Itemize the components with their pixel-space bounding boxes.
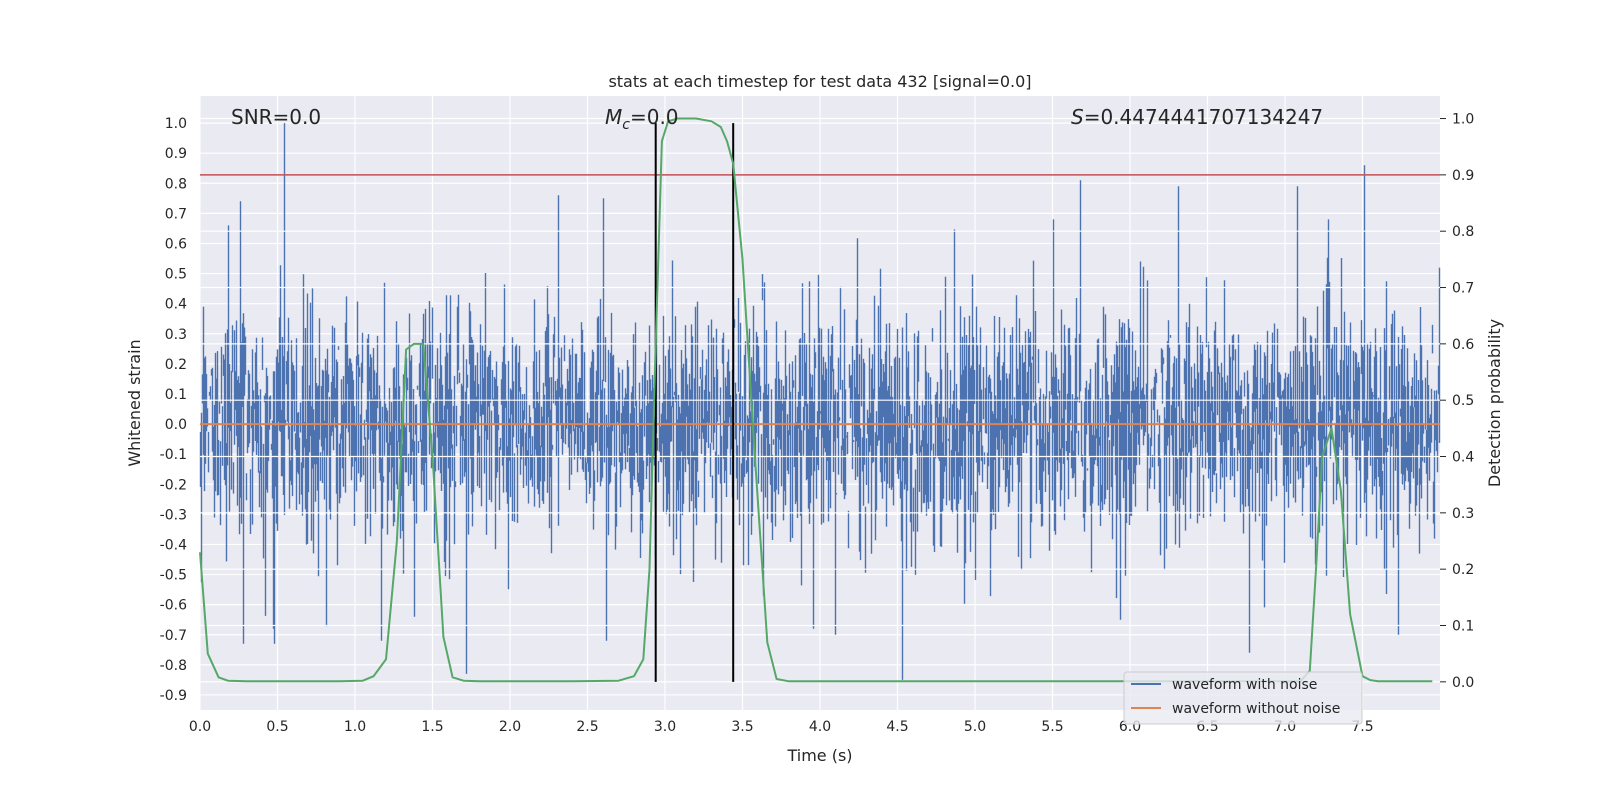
axes-layer: 0.0 0.5 1.0 1.5 2.0 2.5 3.0 3.5 4.0 4.5 5.0 5.5 6.0 6… [160,112,1475,735]
y-tick-label-right: 0.6 [1452,337,1474,353]
y-tick-label-right: 0.8 [1452,224,1474,240]
y-tick-label-right: 0.7 [1452,281,1474,297]
y-tick-label-left: 0.0 [165,417,187,433]
legend: waveform with noise waveform without noi… [1123,671,1363,725]
y-tick-label-left: -0.5 [160,568,187,584]
y-tick-label-right: 1.0 [1452,112,1474,128]
legend-label-noise: waveform with noise [1172,677,1317,693]
s-symbol: S [1071,105,1084,129]
x-tick-label: 1.0 [344,719,366,735]
y-tick-label-left: 0.4 [165,297,187,313]
s-value: =0.4474441707134247 [1084,105,1323,129]
y-tick-label-right: 0.9 [1452,168,1474,184]
y-tick-label-left: 0.3 [165,327,187,343]
y-tick-label-left: -0.7 [160,628,187,644]
y-tick-label-left: -0.4 [160,537,187,553]
x-tick-label: 2.5 [576,719,598,735]
y-tick-label-left: -0.1 [160,447,187,463]
y-tick-label-left: 0.9 [165,146,187,162]
x-axis-label: Time (s) [786,746,852,765]
y-tick-label-left: 0.7 [165,206,187,222]
x-tick-label: 0.0 [189,719,211,735]
y-tick-label-left: 0.2 [165,357,187,373]
y-tick-label-right: 0.3 [1452,506,1474,522]
y-tick-label-right: 0.0 [1452,675,1474,691]
y-tick-label-left: -0.6 [160,598,187,614]
x-tick-label: 3.5 [731,719,753,735]
s-annotation: S=0.4474441707134247 [1071,105,1323,129]
mc-sub: c [622,117,630,133]
y-tick-label-left: -0.9 [160,688,187,704]
y-tick-label-right: 0.5 [1452,393,1474,409]
x-tick-label: 2.0 [499,719,521,735]
legend-label-clean: waveform without noise [1172,701,1340,717]
y-tick-label-right: 0.2 [1452,562,1474,578]
x-tick-label: 4.5 [886,719,908,735]
lines-layer [199,117,1440,683]
series-detection-probability [199,117,1433,683]
x-tick-label: 5.5 [1041,719,1063,735]
x-tick-label: 3.0 [654,719,676,735]
y-tick-label-right: 0.1 [1452,619,1474,635]
y-tick-label-left: -0.2 [160,477,187,493]
x-tick-label: 4.0 [809,719,831,735]
mc-value: =0.0 [630,105,679,129]
y-tick-label-left: 1.0 [165,116,187,132]
snr-annotation: SNR=0.0 [231,105,321,129]
y-tick-label-left: 0.6 [165,236,187,252]
mc-annotation: Mc=0.0 [605,105,679,133]
legend-box [1123,671,1363,725]
y-axis-label-right: Detection probability [1485,319,1504,487]
chart-title: stats at each timestep for test data 432… [608,72,1031,91]
y-tick-label-left: 0.8 [165,176,187,192]
y-tick-label-left: -0.8 [160,658,187,674]
mc-symbol: M [605,105,622,129]
y-tick-label-left: 0.1 [165,387,187,403]
y-tick-label-left: -0.3 [160,507,187,523]
x-tick-label: 1.5 [421,719,443,735]
x-tick-label: 0.5 [266,719,288,735]
y-tick-label-left: 0.5 [165,267,187,283]
x-tick-label: 5.0 [964,719,986,735]
y-axis-label-left: Whitened strain [125,339,144,466]
y-tick-label-right: 0.4 [1452,450,1474,466]
